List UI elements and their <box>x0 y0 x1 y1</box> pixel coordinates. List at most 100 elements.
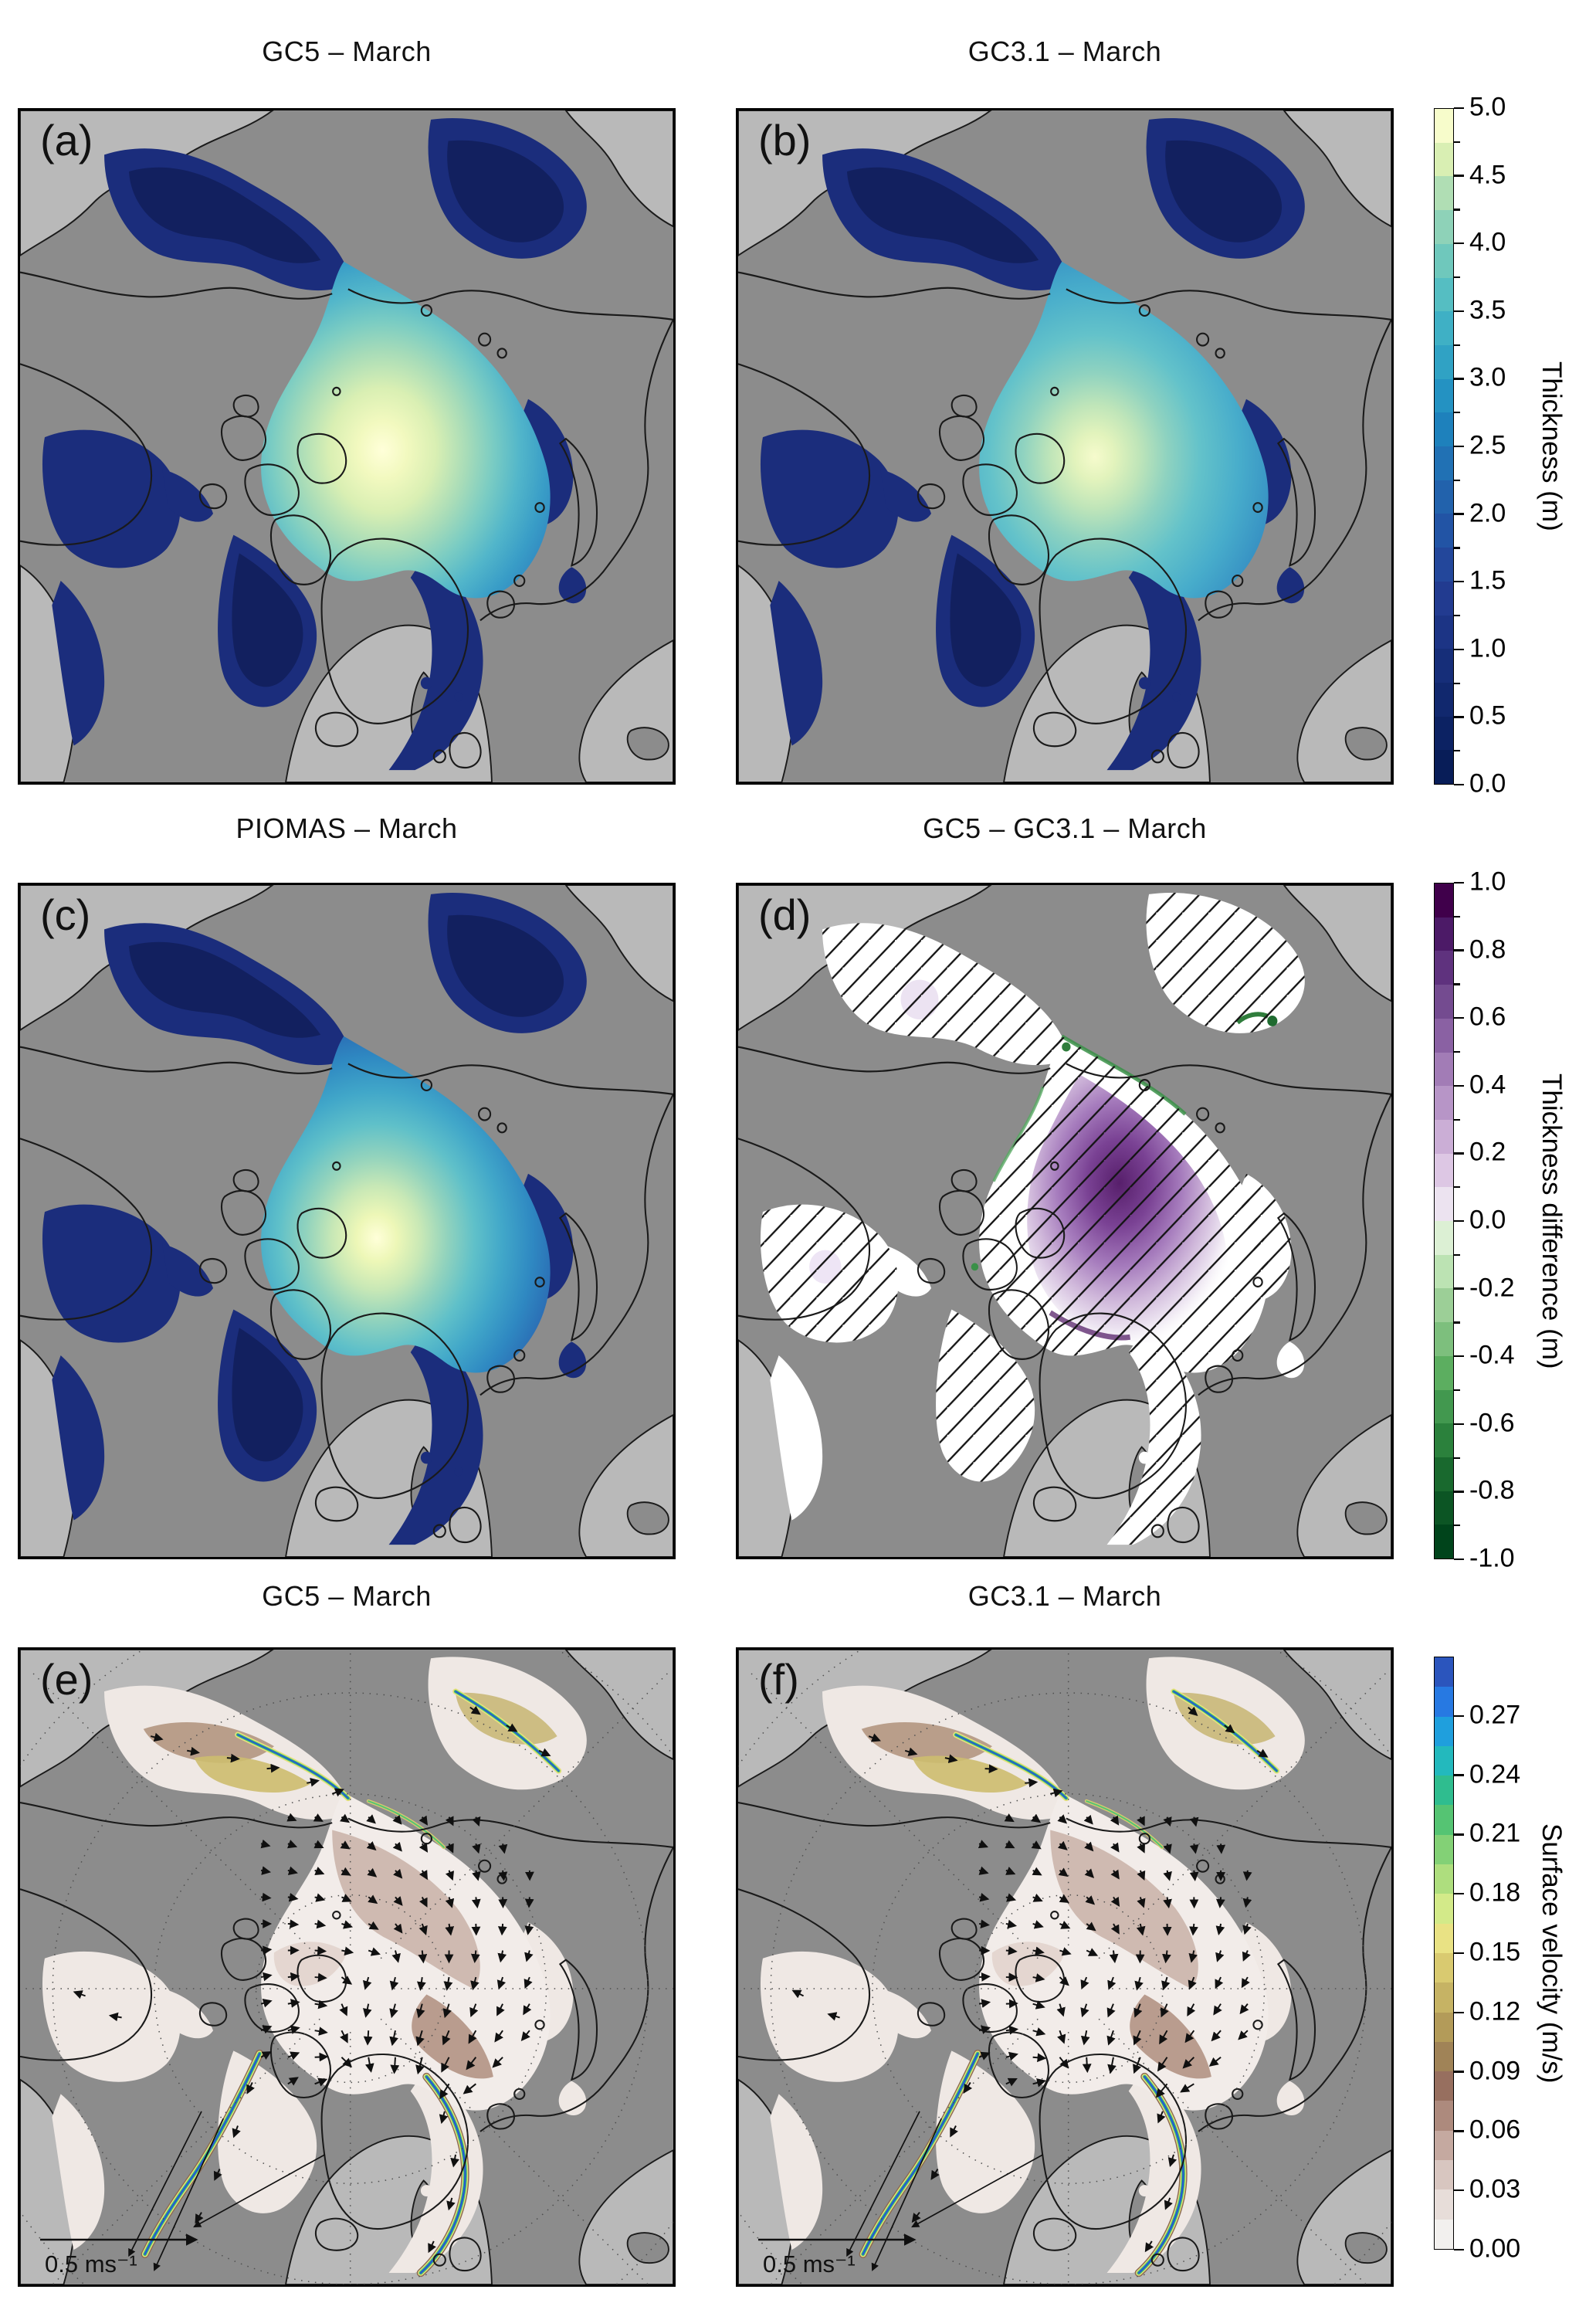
colorbar-tick-label: 1.0 <box>1469 633 1506 663</box>
colorbar-tick-label: 0.4 <box>1469 1070 1506 1100</box>
drift-vector-arrow <box>1030 1813 1042 1823</box>
drift-vector-arrow <box>417 1976 426 1991</box>
colorbar-tick-label: 4.5 <box>1469 160 1506 190</box>
drift-vector-arrow <box>1180 2083 1194 2093</box>
panel-letter-label-b: (b) <box>758 116 812 164</box>
drift-vector-arrow <box>523 2003 532 2016</box>
colorbar-minor-tick <box>1454 344 1460 346</box>
drift-vector-arrow <box>1005 1893 1017 1902</box>
drift-vector-arrow <box>287 2051 300 2060</box>
colorbar-segment <box>1435 1716 1453 1746</box>
map-panel-d: (d) <box>736 883 1394 1559</box>
colorbar-major-tick <box>1454 1892 1464 1895</box>
colorbar-major-tick <box>1454 242 1464 245</box>
drift-vector-arrow <box>978 1893 990 1902</box>
colorbar-major-tick <box>1454 580 1464 583</box>
drift-vector-arrow <box>463 2083 476 2094</box>
drift-vector-arrow <box>1189 1923 1198 1936</box>
drift-vector-arrow <box>1080 1976 1089 1990</box>
quiver-arrows <box>73 1705 551 2254</box>
drift-vector-arrow <box>445 1923 455 1936</box>
drift-vector-arrow <box>1084 1868 1095 1878</box>
colorbar-major-tick <box>1454 1715 1464 1718</box>
colorbar-major-tick <box>1454 2011 1464 2014</box>
drift-vector-arrow <box>1242 1923 1252 1935</box>
colorbar-major-tick <box>1454 2189 1464 2192</box>
drift-vector-arrow <box>1059 1976 1069 1986</box>
drift-vector-arrow <box>497 1950 507 1963</box>
colorbar-segment <box>1435 1776 1453 1806</box>
colorbar-minor-tick <box>1454 1525 1460 1527</box>
drift-vector-arrow <box>1080 2030 1090 2046</box>
colorbar-segment <box>1435 277 1453 312</box>
drift-vector-arrow <box>1211 2030 1222 2042</box>
colorbar-segment <box>1435 682 1453 717</box>
drift-vector-arrow <box>1110 1923 1120 1935</box>
drift-vector-arrow <box>496 2003 505 2016</box>
colorbar-tick-label: 0.21 <box>1469 1819 1521 1849</box>
colorbar-segment <box>1435 2130 1453 2161</box>
drift-vector-arrow <box>415 2030 425 2047</box>
colorbar-segment <box>1435 2071 1453 2101</box>
drift-vector-arrow <box>441 2057 450 2073</box>
drift-vector-arrow <box>341 1894 352 1902</box>
drift-vector-arrow <box>1110 1869 1120 1880</box>
scale-label: 0.5 ms⁻¹ <box>45 2250 137 2278</box>
drift-vector-arrow <box>287 1866 298 1875</box>
drift-vector-arrow <box>1032 1946 1045 1955</box>
drift-vector-arrow <box>472 1816 481 1827</box>
colorbar-segment <box>1435 548 1453 582</box>
drift-vector-arrow <box>1216 1843 1226 1854</box>
colorbar-tick-label: 0.0 <box>1469 768 1506 799</box>
colorbar-segment <box>1435 1923 1453 1953</box>
colorbar-major-tick <box>1454 1558 1464 1561</box>
colorbar-minor-tick <box>1454 1253 1460 1256</box>
colorbar-tick-label: 5.0 <box>1469 92 1506 122</box>
drift-vector-arrow <box>470 1976 479 1991</box>
colorbar-minor-tick <box>1454 276 1460 279</box>
colorbar-major-tick <box>1454 949 1464 951</box>
colorbar-major-tick <box>1454 2248 1464 2251</box>
drift-vector-arrow <box>1215 1923 1225 1935</box>
drift-vector-arrow <box>392 1814 402 1825</box>
colorbar-major-tick <box>1454 1152 1464 1155</box>
colorbar-minor-tick <box>1454 615 1460 617</box>
colorbar-tick-label: -0.8 <box>1469 1476 1515 1506</box>
drift-vector-arrow <box>314 1972 327 1982</box>
colorbar-tick-label: 4.0 <box>1469 227 1506 257</box>
drift-vector-arrow <box>418 1950 428 1964</box>
map-thickness-b <box>738 110 1391 782</box>
drift-vector-arrow <box>260 2025 273 2034</box>
drift-vector-arrow <box>314 1867 325 1875</box>
colorbar-segment <box>1435 480 1453 514</box>
drift-vector-arrow <box>393 1923 403 1934</box>
scale-label: 0.5 ms⁻¹ <box>763 2250 856 2278</box>
colorbar-segment <box>1435 615 1453 650</box>
drift-vector-arrow <box>1242 1870 1252 1881</box>
drift-vector-arrow <box>1057 2030 1066 2044</box>
colorbar-minor-tick <box>1454 1457 1460 1459</box>
drift-vector-arrow <box>978 1919 990 1929</box>
drift-vector-arrow <box>978 1999 991 2008</box>
drift-vector-arrow <box>391 1950 401 1963</box>
colorbar-difference: -1.0 -0.8 -0.6 -0.4 -0.2 0.0 0.2 0.4 0.6 0.8 1.0 Th… <box>1434 867 1588 1573</box>
colorbar-segment <box>1435 142 1453 177</box>
drift-vector-arrow <box>1189 1843 1199 1854</box>
drift-vector-arrow <box>1182 2057 1195 2069</box>
drift-vector-arrow <box>1032 2053 1047 2063</box>
colorbar-minor-tick <box>1454 209 1460 211</box>
colorbar-minor-tick <box>1454 479 1460 481</box>
colorbar-major-tick <box>1454 2071 1464 2073</box>
drift-vector-arrow <box>1005 1867 1016 1875</box>
drift-vector-arrow <box>1162 1950 1171 1964</box>
colorbar-segment <box>1435 581 1453 616</box>
drift-vector-arrow <box>1215 1897 1225 1908</box>
colorbar-major-tick <box>1454 1219 1464 1223</box>
drift-vector-arrow <box>1057 1814 1068 1824</box>
colorbar-major-tick <box>1454 1491 1464 1493</box>
drift-vector-arrow <box>341 1976 353 1985</box>
map-difference-d <box>738 885 1391 1557</box>
drift-vector-arrow <box>314 1919 327 1929</box>
drift-vector-arrow <box>1086 1921 1096 1932</box>
drift-vector-arrow <box>1032 1893 1043 1902</box>
